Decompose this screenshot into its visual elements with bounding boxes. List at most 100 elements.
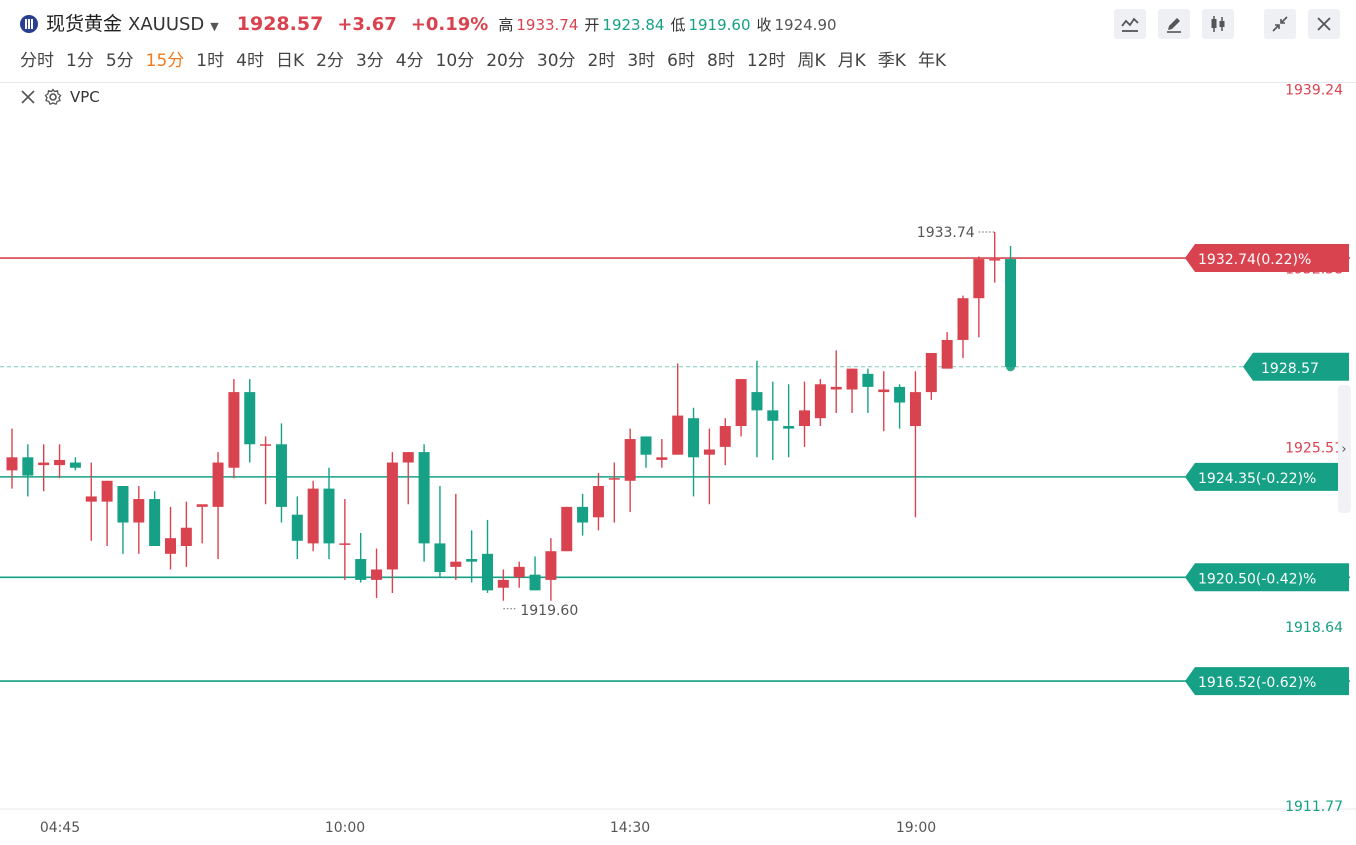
candle-body[interactable] — [688, 418, 700, 458]
symbol-dropdown-icon[interactable]: ▼ — [210, 20, 219, 33]
candle-body[interactable] — [830, 386, 842, 390]
period-tab[interactable]: 年K — [917, 51, 947, 71]
period-tab[interactable]: 3分 — [355, 51, 384, 71]
period-tab[interactable]: 月K — [837, 51, 866, 71]
candle-body[interactable] — [909, 392, 921, 427]
candle-body[interactable] — [577, 506, 589, 523]
candle-body[interactable] — [656, 457, 668, 460]
period-tab[interactable]: 分时 — [20, 51, 54, 71]
candle-body[interactable] — [228, 392, 240, 468]
candle-body[interactable] — [450, 561, 462, 567]
candle-body[interactable] — [402, 452, 414, 463]
period-tab[interactable]: 6时 — [667, 51, 695, 71]
symbol-name[interactable]: 现货黄金 — [46, 13, 123, 35]
candle-style-button[interactable] — [1202, 9, 1234, 39]
gear-icon[interactable] — [44, 88, 62, 106]
candle-body[interactable] — [212, 462, 224, 507]
candle-body[interactable] — [814, 384, 826, 419]
candle-body[interactable] — [386, 462, 398, 570]
period-tab[interactable]: 12时 — [746, 51, 786, 71]
candle-body[interactable] — [513, 566, 525, 578]
candle-body[interactable] — [719, 426, 731, 447]
level-tag-bg[interactable] — [1185, 244, 1349, 273]
candle-body[interactable] — [165, 538, 176, 554]
candle-body[interactable] — [371, 569, 383, 580]
line-tool-button[interactable] — [1114, 9, 1146, 39]
period-tab[interactable]: 30分 — [536, 51, 576, 71]
level-tag-bg[interactable] — [1185, 563, 1349, 592]
candle-body[interactable] — [497, 579, 509, 588]
candle-body[interactable] — [466, 559, 478, 562]
candle-body[interactable] — [846, 368, 858, 390]
candle-body[interactable] — [1005, 259, 1017, 367]
close-chart-button[interactable] — [1308, 9, 1340, 39]
candle-body[interactable] — [355, 559, 367, 580]
period-tab[interactable]: 季K — [877, 51, 906, 71]
period-tab[interactable]: 15分 — [145, 51, 185, 71]
candle-body[interactable] — [323, 488, 335, 544]
candle-body[interactable] — [291, 514, 303, 541]
side-panel-handle[interactable] — [1338, 385, 1351, 513]
period-tab[interactable]: 5分 — [105, 51, 134, 71]
period-tab[interactable]: 20分 — [486, 51, 525, 71]
candle-body[interactable] — [561, 506, 573, 552]
candle-body[interactable] — [783, 426, 795, 429]
period-tab[interactable]: 日K — [275, 51, 305, 71]
level-tag-bg[interactable] — [1185, 462, 1349, 491]
candle-body[interactable] — [196, 504, 208, 507]
candle-body[interactable] — [482, 553, 493, 591]
candle-body[interactable] — [703, 449, 715, 455]
candle-body[interactable] — [101, 480, 113, 502]
period-tab[interactable]: 4时 — [236, 51, 264, 71]
candle-body[interactable] — [925, 352, 937, 393]
candle-body[interactable] — [862, 373, 874, 387]
candle-body[interactable] — [941, 339, 953, 369]
candle-body[interactable] — [973, 259, 985, 299]
period-tab[interactable]: 1时 — [196, 51, 225, 71]
candle-body[interactable] — [244, 392, 256, 445]
period-tab[interactable]: 2分 — [316, 51, 344, 71]
candle-body[interactable] — [957, 298, 969, 340]
candle-body[interactable] — [260, 444, 272, 446]
candle-body[interactable] — [339, 543, 351, 545]
draw-tool-button[interactable] — [1158, 9, 1190, 39]
candle-body[interactable] — [878, 389, 890, 393]
candle-body[interactable] — [133, 499, 145, 523]
candle-body[interactable] — [735, 379, 747, 427]
period-tab[interactable]: 2时 — [587, 51, 616, 71]
chevron-right-icon[interactable]: › — [1341, 442, 1346, 457]
candle-body[interactable] — [799, 410, 810, 427]
candle-body[interactable] — [38, 462, 50, 466]
candle-body[interactable] — [418, 452, 430, 544]
candle-body[interactable] — [767, 410, 779, 421]
indicator-name[interactable]: VPC — [70, 88, 100, 106]
candle-body[interactable] — [751, 392, 763, 411]
period-tab[interactable]: 周K — [797, 51, 826, 71]
candle-body[interactable] — [608, 478, 620, 480]
candle-body[interactable] — [180, 527, 192, 546]
candle-body[interactable] — [149, 499, 161, 546]
period-tab[interactable]: 8时 — [707, 51, 735, 71]
remove-indicator-icon[interactable] — [20, 89, 36, 105]
collapse-button[interactable] — [1264, 9, 1296, 39]
level-tag-bg[interactable] — [1185, 667, 1349, 696]
candle-body[interactable] — [117, 486, 129, 523]
candle-body[interactable] — [624, 439, 636, 481]
candle-body[interactable] — [529, 574, 541, 591]
period-tab[interactable]: 4分 — [395, 51, 424, 71]
candle-body[interactable] — [894, 386, 906, 403]
last-price-tag-bg[interactable] — [1243, 352, 1349, 381]
period-tab[interactable]: 1分 — [66, 51, 94, 71]
candle-body[interactable] — [545, 551, 557, 580]
candle-body[interactable] — [275, 444, 287, 507]
candle-body[interactable] — [989, 259, 1001, 261]
candle-body[interactable] — [434, 543, 446, 573]
candle-body[interactable] — [22, 457, 34, 476]
candle-body[interactable] — [672, 415, 684, 455]
candle-body[interactable] — [592, 486, 604, 518]
candle-body[interactable] — [54, 459, 66, 466]
candle-body[interactable] — [307, 488, 319, 544]
candle-body[interactable] — [6, 457, 18, 471]
candle-body[interactable] — [640, 436, 652, 455]
